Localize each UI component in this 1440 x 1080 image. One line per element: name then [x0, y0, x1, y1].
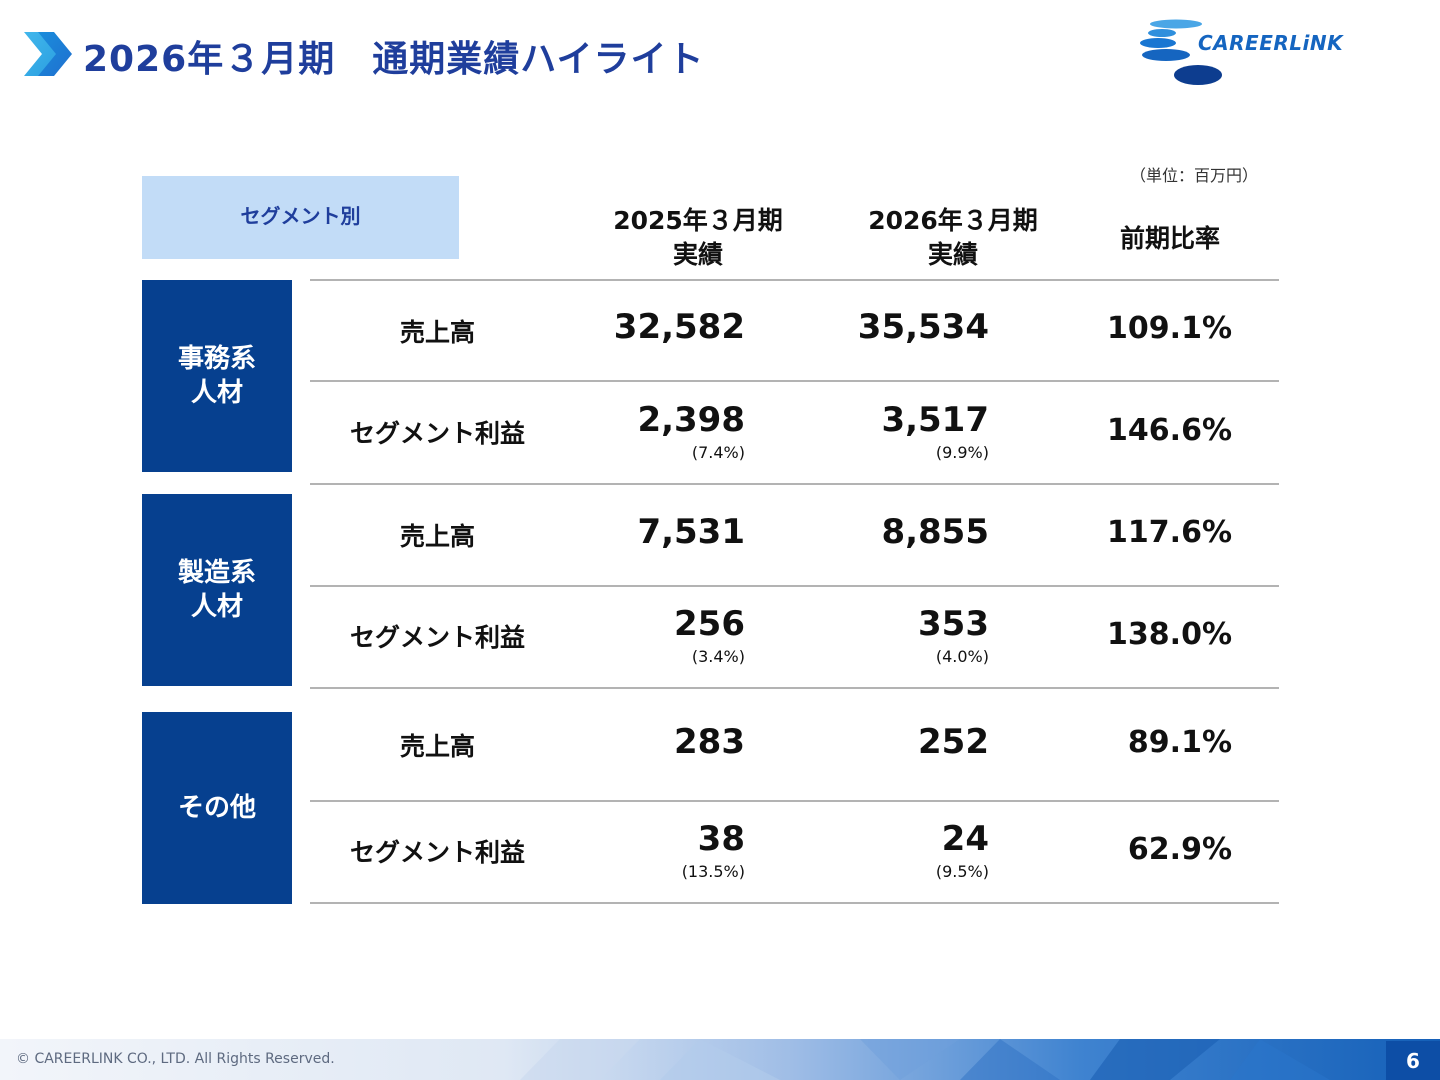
column-header-current-year: 2026年３月期 実績 — [868, 206, 1038, 269]
sales-ratio: 117.6% — [1107, 515, 1232, 550]
sales-prev-value: 7,531 — [637, 512, 745, 552]
profit-ratio: 138.0% — [1107, 617, 1232, 652]
profit-current-value: 24 — [941, 819, 989, 859]
profit-current-value: 353 — [918, 604, 989, 644]
table-divider — [310, 279, 1279, 281]
sales-ratio: 89.1% — [1127, 725, 1232, 760]
profit-prev-margin: (13.5%) — [681, 862, 745, 881]
profit-ratio: 62.9% — [1127, 832, 1232, 867]
footer-band — [0, 1039, 1440, 1080]
table-divider — [310, 687, 1279, 689]
table-divider — [310, 800, 1279, 802]
segment-label-other: その他 — [142, 712, 292, 904]
sales-prev-value: 32,582 — [613, 307, 745, 347]
sales-current-value: 252 — [918, 722, 989, 762]
logo-text: CAREERLiNK — [1198, 31, 1344, 55]
segment-label-manufacturing: 製造系 人材 — [142, 494, 292, 686]
profit-current-margin: (9.5%) — [935, 862, 989, 881]
careerlink-logo: CAREERLiNK — [1140, 19, 1344, 85]
column-header-ratio: 前期比率 — [1119, 224, 1220, 253]
row-label-segment-profit: セグメント利益 — [349, 419, 525, 448]
sales-ratio: 109.1% — [1107, 311, 1232, 346]
segment-label-office: 事務系 人材 — [142, 280, 292, 472]
table-divider — [310, 380, 1279, 382]
profit-prev-value: 38 — [697, 819, 745, 859]
page-number: 6 — [1406, 1048, 1420, 1073]
row-label-segment-profit: セグメント利益 — [349, 838, 525, 867]
profit-current-margin: (9.9%) — [935, 443, 989, 462]
table-divider — [310, 902, 1279, 904]
double-chevron-icon — [24, 32, 72, 76]
profit-prev-value: 256 — [674, 604, 745, 644]
row-label-sales: 売上高 — [399, 522, 475, 551]
profit-prev-value: 2,398 — [637, 400, 745, 440]
profit-ratio: 146.6% — [1107, 413, 1232, 448]
table-divider — [310, 483, 1279, 485]
row-label-sales: 売上高 — [399, 318, 475, 347]
page-title: 2026年３月期 通期業績ハイライト — [83, 39, 705, 80]
column-header-prev-year: 2025年３月期 実績 — [613, 206, 783, 269]
sales-current-value: 35,534 — [857, 307, 989, 347]
row-label-segment-profit: セグメント利益 — [349, 623, 525, 652]
sales-prev-value: 283 — [674, 722, 745, 762]
profit-current-value: 3,517 — [881, 400, 989, 440]
profit-prev-margin: (3.4%) — [691, 647, 745, 666]
row-label-sales: 売上高 — [399, 732, 475, 761]
segment-header: セグメント別 — [142, 176, 459, 259]
profit-current-margin: (4.0%) — [935, 647, 989, 666]
sales-current-value: 8,855 — [881, 512, 989, 552]
table-divider — [310, 585, 1279, 587]
unit-note: （単位：百万円） — [1130, 166, 1259, 185]
profit-prev-margin: (7.4%) — [691, 443, 745, 462]
copyright-text: © CAREERLINK CO., LTD. All Rights Reserv… — [16, 1051, 335, 1067]
